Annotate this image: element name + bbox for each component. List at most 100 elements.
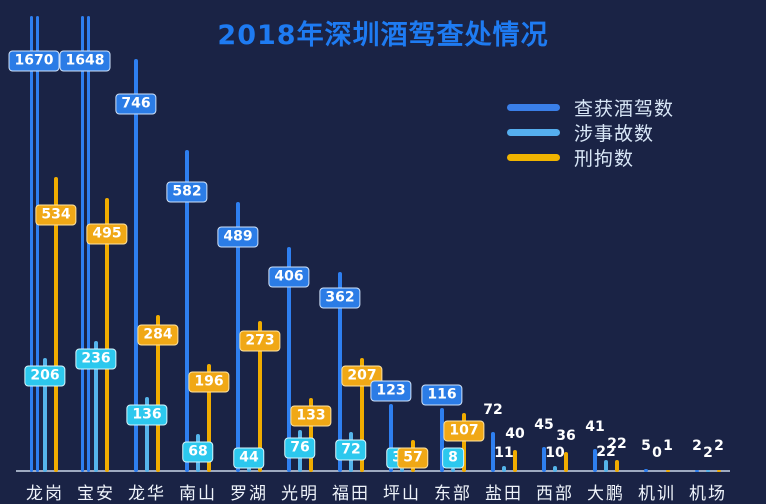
legend-item-label: 刑拘数 (574, 148, 635, 170)
x-axis-line (16, 470, 730, 472)
value-label: 45 (534, 417, 554, 434)
bar-caught-6 (287, 247, 291, 472)
bar-detention-10 (513, 449, 517, 472)
value-label: 22 (607, 435, 627, 452)
bar-detention-11 (564, 452, 568, 472)
bar-detention-12 (615, 459, 619, 472)
bar-caught-5 (236, 201, 240, 472)
value-label: 116 (421, 384, 463, 406)
value-label: 206 (24, 365, 66, 387)
bar-detention-6 (309, 398, 313, 472)
value-label: 0 (652, 445, 662, 461)
bar-accident-11 (553, 466, 557, 472)
bar-caught-4 (185, 150, 189, 472)
bar-caught-11 (542, 447, 546, 472)
value-label: 1670 (8, 50, 60, 72)
legend-item-detentions: 刑拘数 (507, 145, 674, 170)
bar-accident-9 (451, 467, 455, 472)
bar-caught-1 (29, 16, 33, 472)
legend-swatch-accidents (507, 129, 560, 136)
legend-swatch-caught (507, 104, 560, 111)
bar-detention-2 (105, 198, 109, 472)
value-label: 44 (233, 447, 265, 469)
x-axis-label: 机训 (638, 484, 676, 504)
value-label: 746 (115, 93, 157, 115)
x-axis-label: 罗湖 (230, 484, 268, 504)
value-label: 1 (663, 438, 673, 454)
value-label: 196 (188, 371, 230, 393)
value-label: 2 (714, 438, 724, 454)
bar-accident-1 (43, 358, 47, 472)
value-label: 273 (239, 330, 281, 352)
legend-item-accidents: 涉事故数 (507, 120, 674, 145)
value-label: 22 (596, 443, 616, 460)
value-label: 36 (556, 428, 576, 445)
x-axis-label: 龙岗 (26, 484, 64, 504)
value-label: 1648 (59, 50, 111, 72)
bar-caught-7 (338, 271, 342, 472)
value-label: 8 (442, 447, 464, 469)
bar-detention-3 (156, 314, 160, 472)
value-label: 57 (397, 447, 429, 469)
x-axis-label: 福田 (332, 484, 370, 504)
value-label: 2 (692, 438, 702, 454)
bar-caught-3 (134, 59, 138, 472)
value-label: 406 (268, 266, 310, 288)
value-label: 489 (217, 226, 259, 248)
bar-caught-14 (695, 470, 699, 472)
x-axis-label: 东部 (434, 484, 472, 504)
bar-detention-7 (360, 357, 364, 472)
x-axis-label: 机场 (689, 484, 727, 504)
bar-caught-12 (593, 449, 597, 472)
value-label: 133 (290, 405, 332, 427)
value-label: 534 (35, 204, 77, 226)
bar-accident-2 (94, 341, 98, 472)
value-label: 495 (86, 223, 128, 245)
x-axis-label: 西部 (536, 484, 574, 504)
x-axis-label: 宝安 (77, 484, 115, 504)
x-axis-label: 盐田 (485, 484, 523, 504)
bar-detention-9 (462, 412, 466, 472)
legend: 查获酒驾数 涉事故数 刑拘数 (507, 95, 674, 170)
legend-item-label: 查获酒驾数 (574, 98, 675, 120)
value-label: 10 (545, 445, 565, 461)
bar-caught-8 (389, 403, 393, 472)
legend-swatch-detentions (507, 154, 560, 161)
value-label: 41 (585, 419, 605, 436)
value-label: 207 (341, 365, 383, 387)
bar-accident-3 (145, 396, 149, 472)
bar-caught-1 (35, 16, 39, 472)
bar-accident-10 (502, 465, 506, 472)
x-axis-label: 龙华 (128, 484, 166, 504)
bar-detention-4 (207, 363, 211, 472)
x-axis-label: 光明 (281, 484, 319, 504)
value-label: 362 (319, 287, 361, 309)
bar-caught-13 (644, 469, 648, 472)
value-label: 123 (370, 380, 412, 402)
value-label: 284 (137, 324, 179, 346)
value-label: 5 (641, 438, 651, 454)
bar-detention-5 (258, 321, 262, 472)
legend-item-label: 涉事故数 (574, 123, 655, 145)
bar-accident-12 (604, 459, 608, 472)
value-label: 107 (443, 420, 485, 442)
bar-caught-2 (80, 16, 84, 472)
x-axis-label: 大鹏 (587, 484, 625, 504)
value-label: 136 (126, 404, 168, 426)
bar-caught-10 (491, 432, 495, 472)
x-axis-label: 南山 (179, 484, 217, 504)
value-label: 582 (166, 181, 208, 203)
legend-item-caught: 查获酒驾数 (507, 95, 674, 120)
value-label: 11 (494, 445, 514, 461)
value-label: 68 (182, 441, 214, 463)
value-label: 72 (335, 439, 367, 461)
value-label: 2 (703, 445, 713, 461)
bar-detention-14 (717, 470, 721, 472)
x-axis-label: 坪山 (383, 484, 421, 504)
chart-title: 2018年深圳酒驾查处情况 (217, 20, 549, 51)
value-label: 76 (284, 437, 316, 459)
value-label: 72 (483, 402, 503, 419)
bar-detention-1 (54, 176, 58, 472)
